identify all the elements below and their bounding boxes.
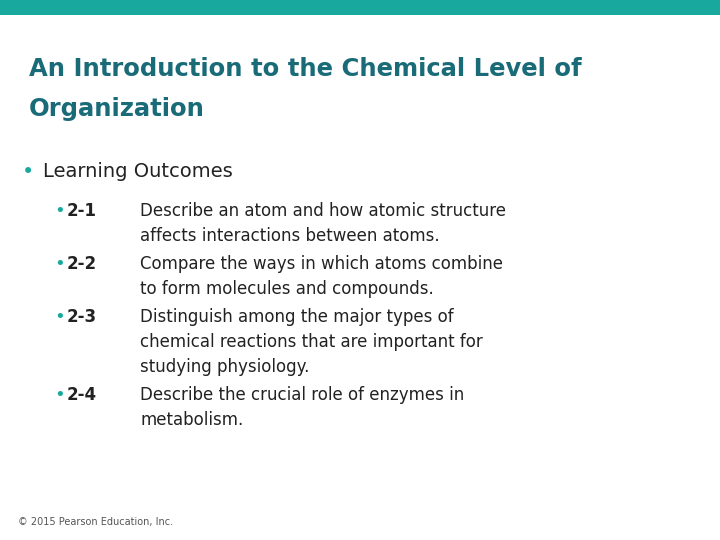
Text: metabolism.: metabolism. [140, 411, 243, 429]
Text: •: • [54, 308, 65, 326]
Text: 2-3: 2-3 [67, 308, 97, 326]
Text: An Introduction to the Chemical Level of: An Introduction to the Chemical Level of [29, 57, 582, 80]
Text: Describe the crucial role of enzymes in: Describe the crucial role of enzymes in [140, 386, 464, 404]
FancyBboxPatch shape [0, 0, 720, 15]
Text: to form molecules and compounds.: to form molecules and compounds. [140, 280, 434, 298]
Text: Distinguish among the major types of: Distinguish among the major types of [140, 308, 454, 326]
Text: © 2015 Pearson Education, Inc.: © 2015 Pearson Education, Inc. [18, 516, 173, 526]
Text: •: • [54, 386, 65, 404]
Text: Compare the ways in which atoms combine: Compare the ways in which atoms combine [140, 255, 503, 273]
Text: •: • [54, 255, 65, 273]
Text: 2-2: 2-2 [67, 255, 97, 273]
Text: affects interactions between atoms.: affects interactions between atoms. [140, 227, 440, 245]
Text: Learning Outcomes: Learning Outcomes [43, 162, 233, 181]
Text: •: • [54, 202, 65, 220]
Text: Organization: Organization [29, 97, 204, 121]
Text: 2-4: 2-4 [67, 386, 97, 404]
Text: Describe an atom and how atomic structure: Describe an atom and how atomic structur… [140, 202, 506, 220]
Text: studying physiology.: studying physiology. [140, 358, 310, 376]
Text: •: • [22, 162, 34, 182]
Text: chemical reactions that are important for: chemical reactions that are important fo… [140, 333, 483, 351]
Text: 2-1: 2-1 [67, 202, 97, 220]
